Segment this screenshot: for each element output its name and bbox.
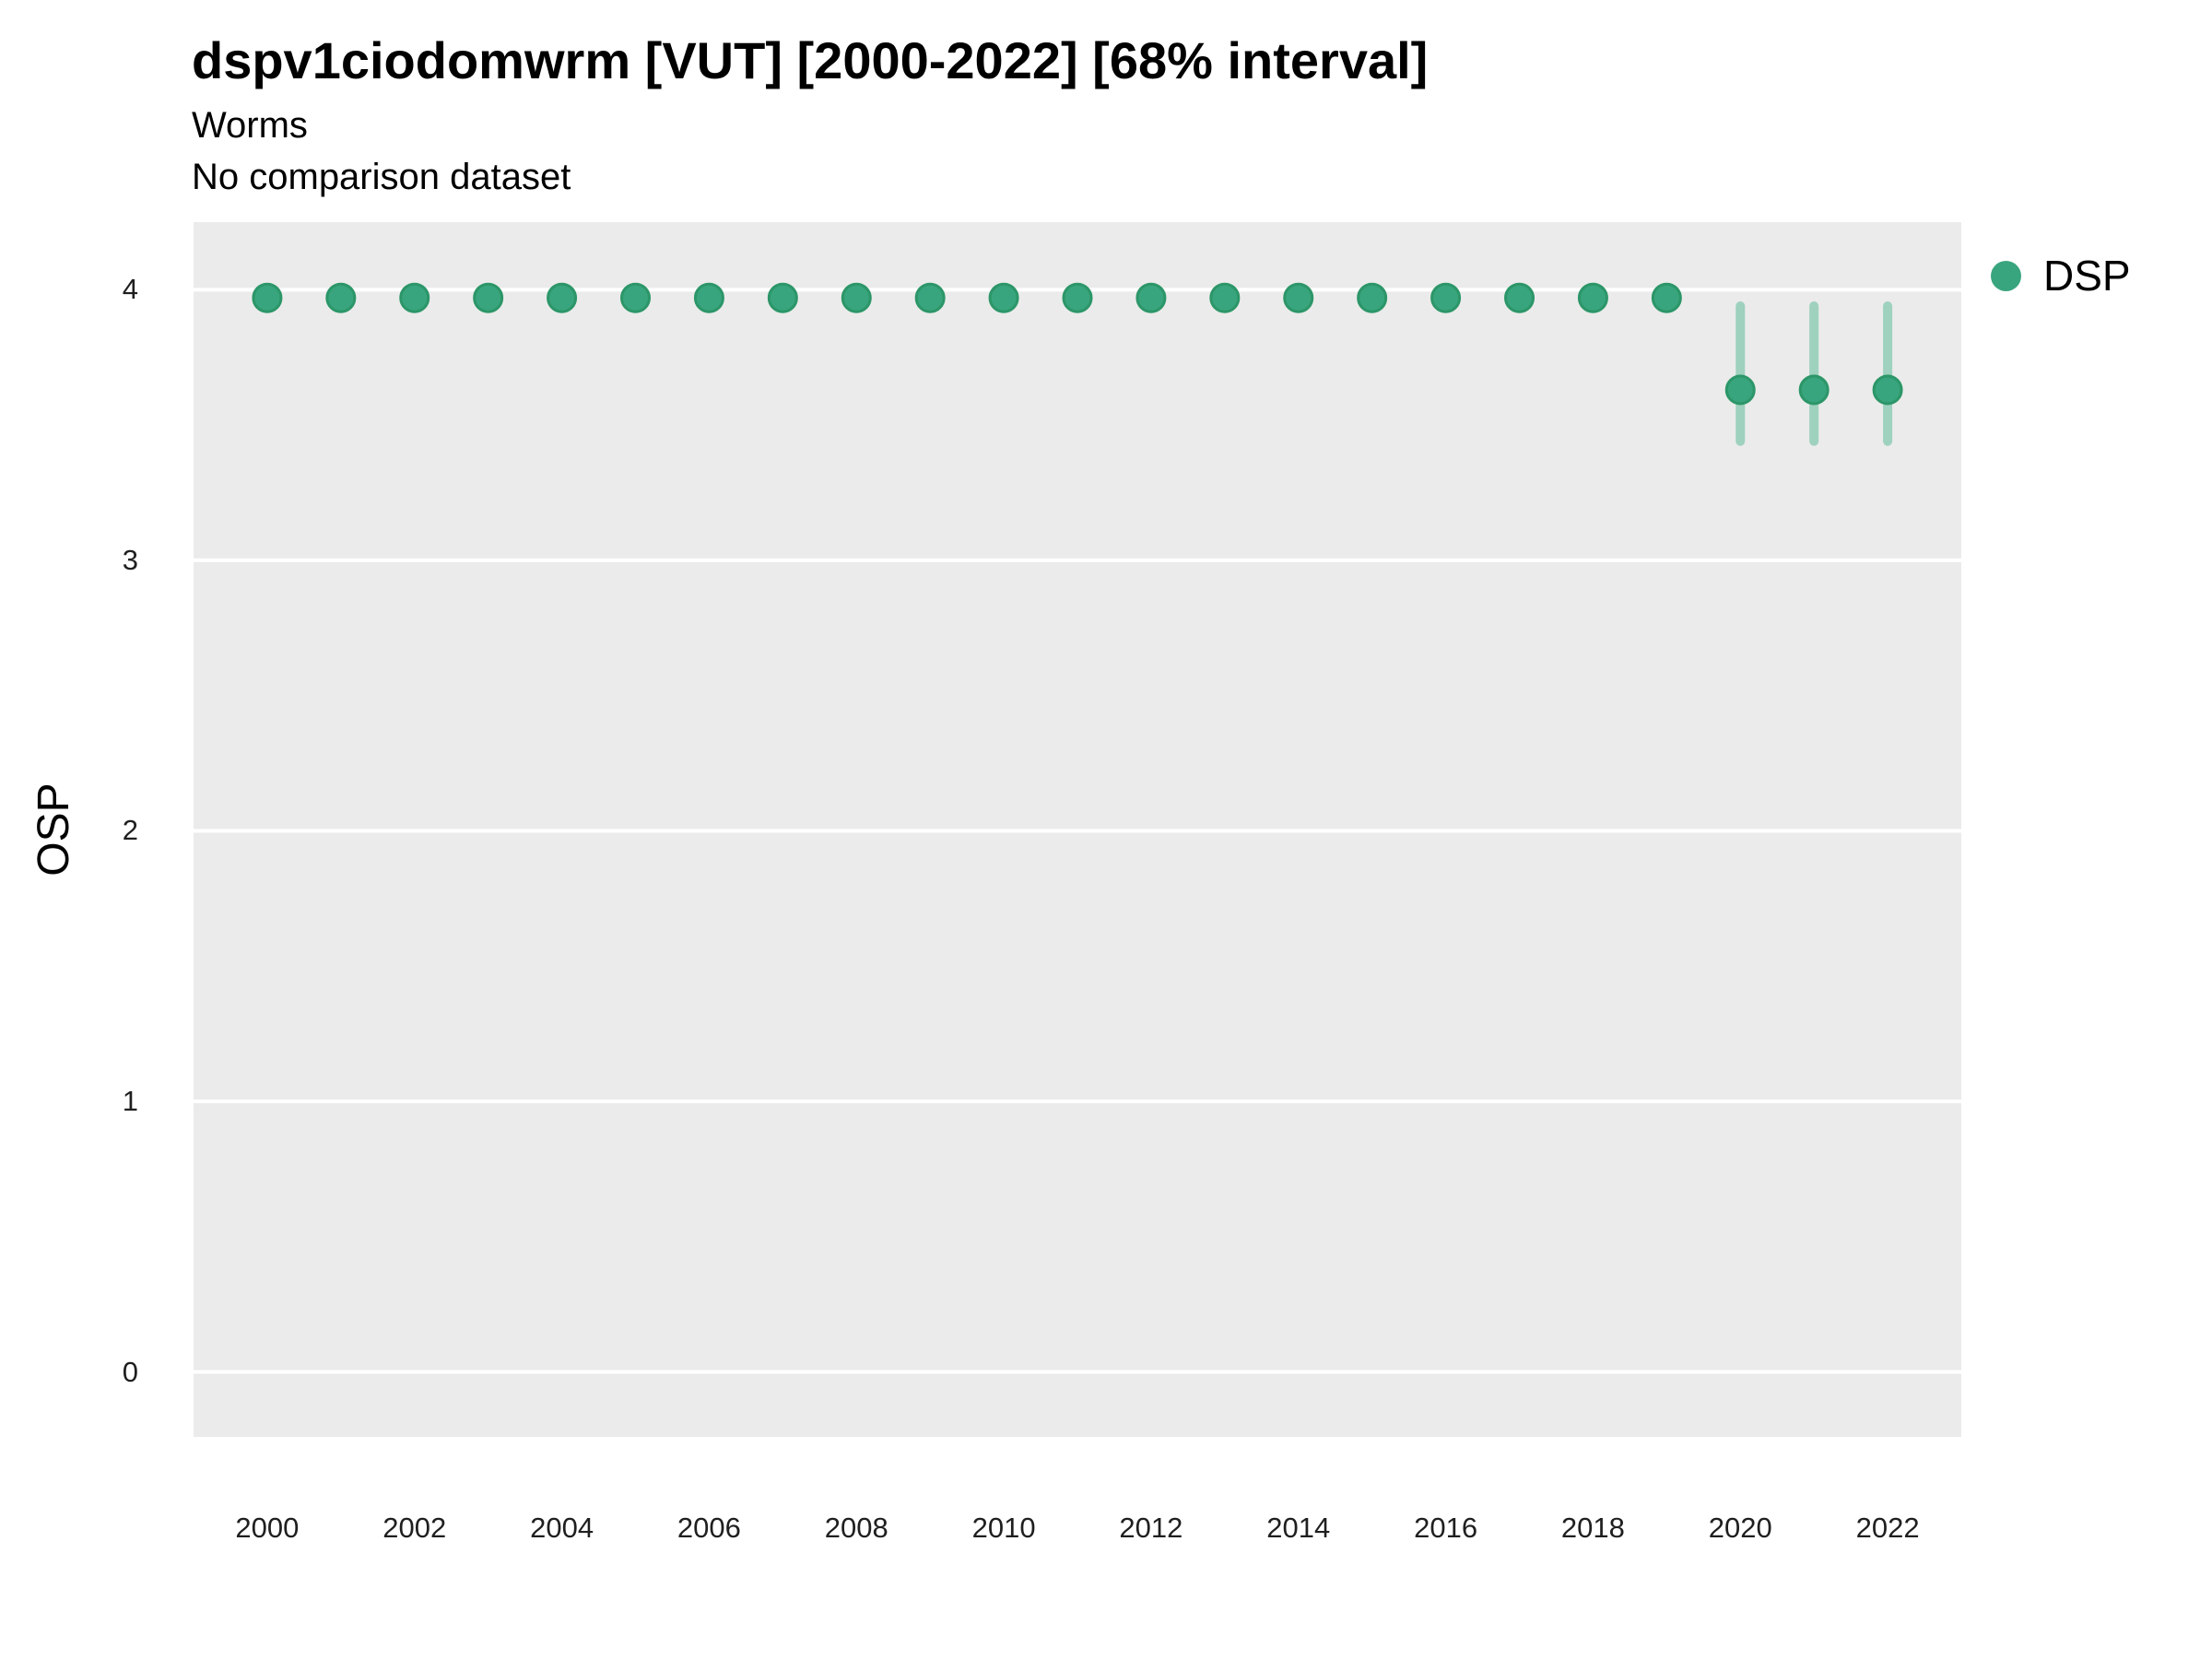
chart-subtitle: Worms <box>192 105 308 146</box>
data-point-DSP-2003 <box>473 282 504 313</box>
plot-canvas <box>194 282 1961 1374</box>
x-tick-label-2008: 2008 <box>824 1512 888 1544</box>
y-tick-label-0: 0 <box>122 1355 138 1388</box>
data-point-DSP-2005 <box>620 282 651 313</box>
data-point-DSP-2022 <box>1872 374 1903 406</box>
data-point-DSP-2001 <box>325 282 357 313</box>
x-tick-label-2000: 2000 <box>235 1512 300 1544</box>
x-tick-label-2020: 2020 <box>1708 1512 1772 1544</box>
data-point-DSP-2019 <box>1651 282 1682 313</box>
x-tick-label-2002: 2002 <box>382 1512 447 1544</box>
data-point-DSP-2009 <box>914 282 946 313</box>
data-point-DSP-2017 <box>1504 282 1535 313</box>
x-tick-label-2006: 2006 <box>677 1512 741 1544</box>
x-tick-label-2012: 2012 <box>1119 1512 1183 1544</box>
data-point-DSP-2011 <box>1062 282 1093 313</box>
x-tick-label-2016: 2016 <box>1414 1512 1478 1544</box>
y-tick-label-2: 2 <box>122 814 138 847</box>
data-point-DSP-2007 <box>767 282 798 313</box>
x-tick-label-2004: 2004 <box>530 1512 594 1544</box>
data-point-DSP-2008 <box>841 282 872 313</box>
data-point-DSP-2015 <box>1357 282 1388 313</box>
x-tick-label-2022: 2022 <box>1855 1512 1920 1544</box>
legend-point-icon <box>1991 260 2021 291</box>
data-point-DSP-2006 <box>693 282 724 313</box>
data-point-DSP-2013 <box>1209 282 1241 313</box>
data-point-DSP-2016 <box>1430 282 1462 313</box>
chart-title: dspv1ciodomwrm [VUT] [2000-2022] [68% in… <box>192 31 1429 89</box>
legend: DSP <box>1991 251 2131 300</box>
data-point-DSP-2010 <box>988 282 1019 313</box>
data-point-DSP-2004 <box>547 282 578 313</box>
data-point-DSP-2021 <box>1798 374 1830 406</box>
x-tick-label-2014: 2014 <box>1266 1512 1331 1544</box>
plot-panel <box>194 222 1961 1437</box>
data-point-DSP-2014 <box>1283 282 1314 313</box>
y-tick-label-4: 4 <box>122 273 138 306</box>
data-point-DSP-2012 <box>1135 282 1167 313</box>
data-point-DSP-2002 <box>399 282 430 313</box>
comparison-note: No comparison dataset <box>192 157 571 197</box>
x-tick-label-2018: 2018 <box>1560 1512 1625 1544</box>
y-tick-label-1: 1 <box>122 1085 138 1117</box>
data-point-DSP-2018 <box>1577 282 1608 313</box>
data-point-DSP-2000 <box>252 282 283 313</box>
legend-label: DSP <box>2043 252 2131 300</box>
y-tick-label-3: 3 <box>122 543 138 576</box>
data-point-DSP-2020 <box>1724 374 1756 406</box>
x-tick-label-2010: 2010 <box>971 1512 1036 1544</box>
